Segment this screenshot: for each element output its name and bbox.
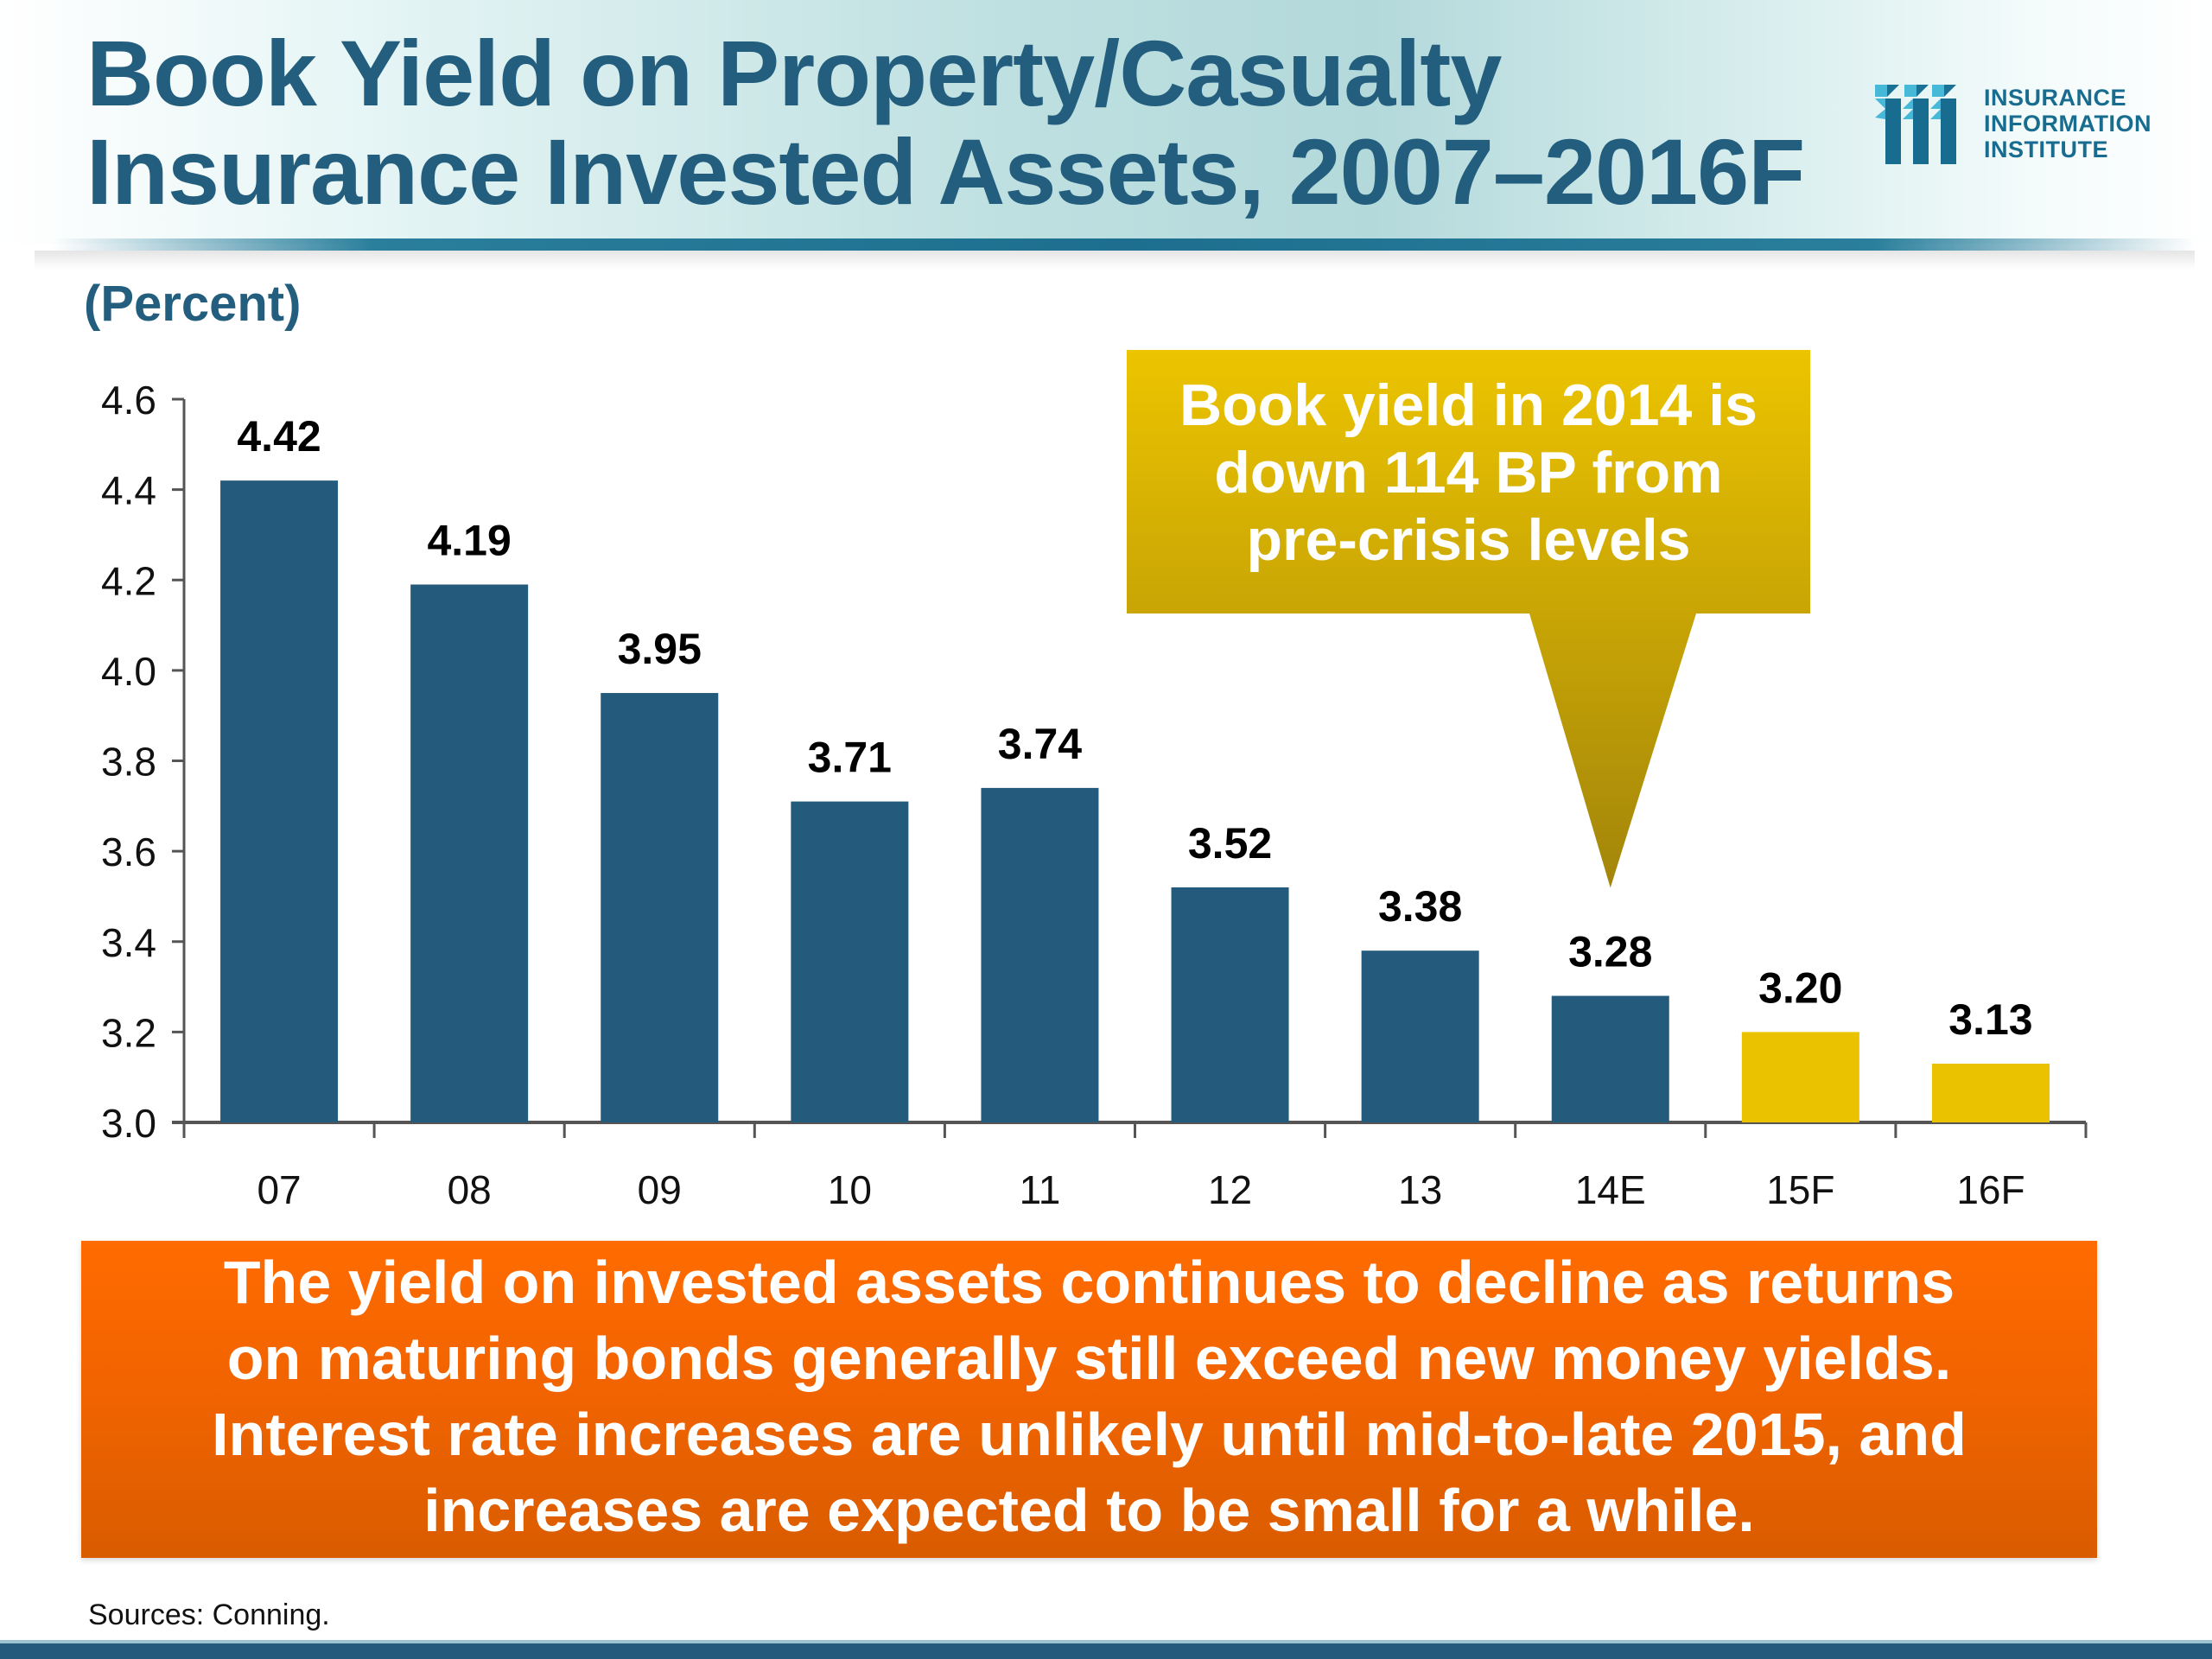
callout-line-2: down 114 BP from xyxy=(1214,440,1723,505)
bar-08 xyxy=(410,584,529,1122)
title-line-2: Insurance Invested Assets, 2007–2016F xyxy=(86,119,1805,224)
iii-logo: INSURANCE INFORMATION INSTITUTE xyxy=(1873,83,2202,169)
footer-bar xyxy=(0,1643,2212,1659)
header-divider xyxy=(52,238,2195,251)
summary-line-1: The yield on invested assets continues t… xyxy=(223,1248,1955,1316)
data-label: 3.52 xyxy=(1188,819,1272,868)
x-tick-label: 09 xyxy=(638,1167,682,1212)
data-label: 3.71 xyxy=(808,734,892,782)
bar-13 xyxy=(1361,950,1479,1122)
y-tick-label: 4.2 xyxy=(101,558,156,603)
header-shadow xyxy=(35,251,2195,270)
x-tick-label: 14E xyxy=(1575,1167,1646,1212)
bar-15f xyxy=(1741,1032,1859,1122)
x-tick-label: 11 xyxy=(1020,1167,1061,1212)
bar-11 xyxy=(981,787,1099,1122)
y-tick-label: 3.6 xyxy=(101,830,156,874)
x-tick-label: 08 xyxy=(448,1167,492,1212)
data-label: 3.95 xyxy=(618,625,702,673)
bar-09 xyxy=(601,693,719,1122)
y-axis-unit-label: (Percent) xyxy=(84,276,302,332)
logo-wordmark: INSURANCE INFORMATION INSTITUTE xyxy=(1984,85,2152,162)
y-tick-label: 4.4 xyxy=(101,468,156,513)
x-tick-label: 13 xyxy=(1398,1167,1442,1212)
x-tick-label: 15F xyxy=(1766,1167,1834,1212)
x-tick-label: 10 xyxy=(828,1167,872,1212)
y-tick-label: 3.8 xyxy=(101,740,156,785)
callout-line-3: pre-crisis levels xyxy=(1246,507,1691,573)
data-label: 3.20 xyxy=(1758,963,1842,1012)
summary-line-4: increases are expected to be small for a… xyxy=(423,1476,1755,1544)
x-tick-label: 12 xyxy=(1208,1167,1252,1212)
y-tick-label: 3.2 xyxy=(101,1010,156,1055)
data-label: 3.28 xyxy=(1568,928,1652,976)
summary-box: The yield on invested assets continues t… xyxy=(81,1241,2097,1558)
callout-line-1: Book yield in 2014 is xyxy=(1179,372,1758,438)
summary-line-2: on maturing bonds generally still exceed… xyxy=(226,1324,1952,1392)
bar-10 xyxy=(791,801,909,1122)
source-note: Sources: Conning. xyxy=(88,1599,330,1631)
y-tick-label: 4.0 xyxy=(101,649,156,694)
chart-bars xyxy=(220,480,2050,1122)
chart-labels: 3.0 3.2 3.4 3.6 3.8 4.0 4.2 4.4 4.6 4.42 07 4.19 08 3… xyxy=(101,378,2033,1212)
data-label: 4.42 xyxy=(237,412,321,461)
data-label: 3.74 xyxy=(998,720,1083,768)
bar-14e xyxy=(1551,995,1669,1122)
summary-line-3: Interest rate increases are unlikely unt… xyxy=(212,1400,1967,1468)
logo-line-1: INSURANCE xyxy=(1984,85,2127,111)
page-title: Book Yield on Property/Casualty Insuranc… xyxy=(86,21,1805,224)
callout-pointer-shape xyxy=(1127,350,1810,888)
data-label: 3.13 xyxy=(1948,995,2032,1044)
bar-12 xyxy=(1171,887,1289,1122)
footer-accent-line xyxy=(0,1640,2212,1643)
logo-line-2: INFORMATION xyxy=(1984,111,2152,137)
logo-line-3: INSTITUTE xyxy=(1984,137,2108,162)
data-label: 4.19 xyxy=(427,516,511,564)
iii-logo-icon xyxy=(1875,85,1956,164)
bar-07 xyxy=(220,480,339,1122)
y-tick-label: 3.4 xyxy=(101,920,156,965)
title-line-1: Book Yield on Property/Casualty xyxy=(86,21,1502,125)
callout-box xyxy=(1127,350,1810,888)
y-tick-label: 4.6 xyxy=(101,378,156,423)
callout-text: Book yield in 2014 is down 114 BP from p… xyxy=(1127,372,1810,574)
bar-chart: 3.0 3.2 3.4 3.6 3.8 4.0 4.2 4.4 4.6 4.42 07 4.19 08 3… xyxy=(101,350,2088,1212)
y-tick-label: 3.0 xyxy=(101,1101,156,1146)
data-label: 3.38 xyxy=(1378,882,1462,931)
x-tick-label: 07 xyxy=(257,1167,301,1212)
header-band xyxy=(0,0,2212,244)
bar-16f xyxy=(1931,1063,2050,1122)
summary-text: The yield on invested assets continues t… xyxy=(212,1244,1967,1548)
x-tick-label: 16F xyxy=(1956,1167,2024,1212)
